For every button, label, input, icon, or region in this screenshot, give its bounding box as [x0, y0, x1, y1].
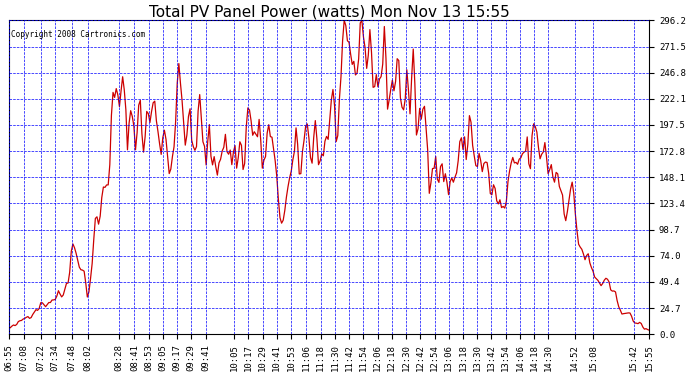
Title: Total PV Panel Power (watts) Mon Nov 13 15:55: Total PV Panel Power (watts) Mon Nov 13 …	[148, 4, 509, 19]
Text: Copyright 2008 Cartronics.com: Copyright 2008 Cartronics.com	[10, 30, 145, 39]
